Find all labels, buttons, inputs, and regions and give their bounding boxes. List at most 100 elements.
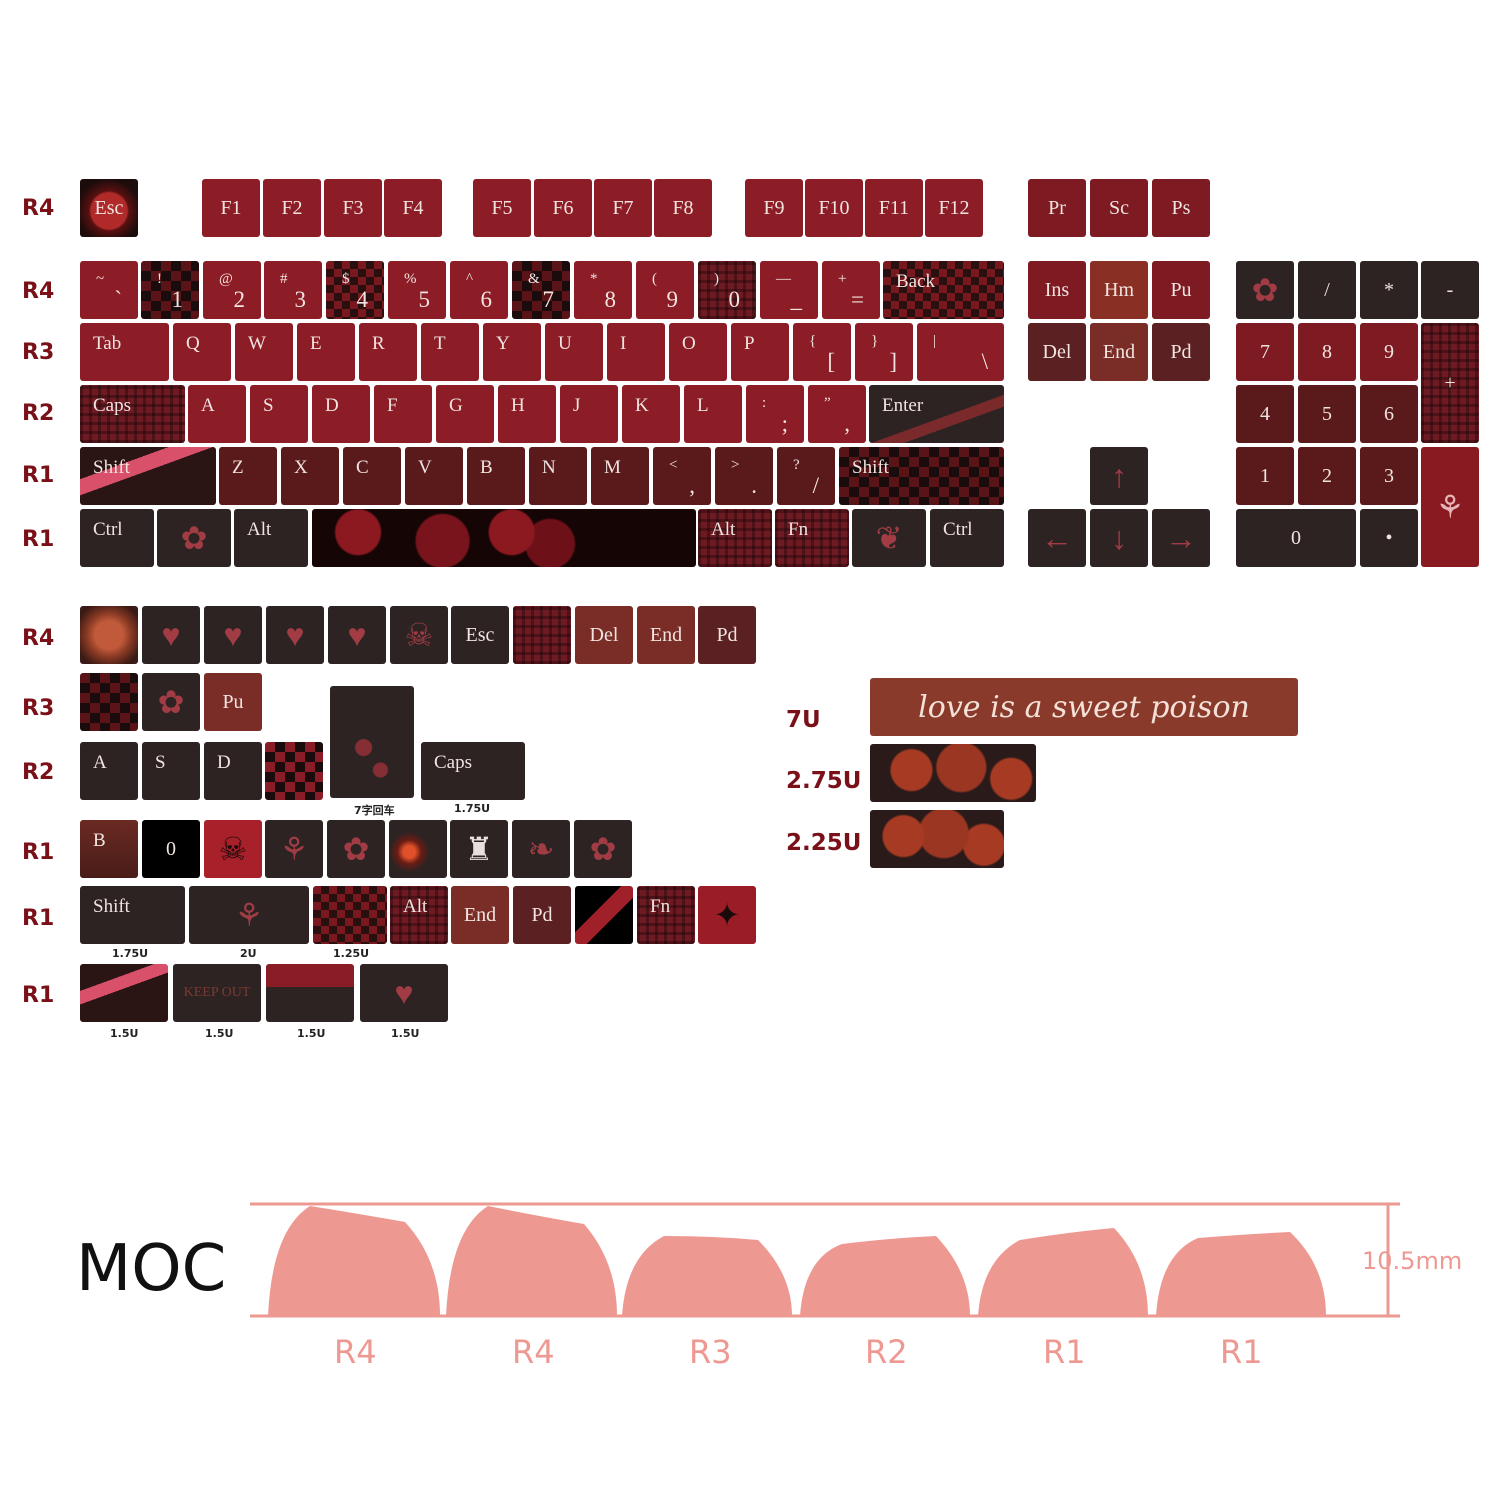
key-extra-b[interactable]: B [80,820,138,878]
key-spacebar-7u[interactable]: love is a sweet poison [870,678,1298,736]
key-extra-rose-3[interactable]: ✿ [574,820,632,878]
key-extra-del[interactable]: Del [575,606,633,664]
key-m[interactable]: M [591,447,649,505]
key-9[interactable]: (9 [636,261,694,319]
key-a[interactable]: A [188,385,246,443]
key-e[interactable]: E [297,323,355,381]
key-num-3[interactable]: 3 [1360,447,1418,505]
key-backspace[interactable]: Back [883,261,1004,319]
key-extra-keepout[interactable]: KEEP OUT [173,964,261,1022]
key-extra-plaid[interactable] [513,606,571,664]
key-num-enter[interactable]: ⚘ [1421,447,1479,567]
key-scroll[interactable]: Sc [1090,179,1148,237]
key-8[interactable]: * 8 [574,261,632,319]
key-print[interactable]: Pr [1028,179,1086,237]
key-num-5[interactable]: 5 [1298,385,1356,443]
key-l[interactable]: L [684,385,742,443]
key-f6[interactable]: F6 [534,179,592,237]
key-f2[interactable]: F2 [263,179,321,237]
key-pageup[interactable]: Pu [1152,261,1210,319]
key-f10[interactable]: F10 [805,179,863,237]
key-lctrl[interactable]: Ctrl [80,509,154,567]
key-extra-end[interactable]: End [637,606,695,664]
key-f3[interactable]: F3 [324,179,382,237]
key-enter[interactable]: Enter [869,385,1004,443]
key-num-minus[interactable]: - [1421,261,1479,319]
key-h[interactable]: H [498,385,556,443]
key-i[interactable]: I [607,323,665,381]
key-right[interactable]: → [1152,509,1210,567]
key-extra-caps[interactable]: Caps [421,742,525,800]
key-2[interactable]: @2 [203,261,261,319]
key-v[interactable]: V [405,447,463,505]
key-extra-skull[interactable]: ☠ [390,606,448,664]
key-extra-tape-black[interactable] [575,886,633,944]
key-ralt[interactable]: Alt [698,509,772,567]
key-numlock[interactable]: ✿ [1236,261,1294,319]
key-home[interactable]: Hm [1090,261,1148,319]
key-extra-rose-sketch[interactable]: ✿ [142,673,200,731]
key-spacebar[interactable] [312,509,696,567]
key-num-0[interactable]: 0 [1236,509,1356,567]
key-extra-rose-orange[interactable] [80,606,138,664]
key-p[interactable]: P [731,323,789,381]
key-num-4[interactable]: 4 [1236,385,1294,443]
key-num-divide[interactable]: / [1298,261,1356,319]
key-num-multiply[interactable]: * [1360,261,1418,319]
key-num-1[interactable]: 1 [1236,447,1294,505]
key-extra-d[interactable]: D [204,742,262,800]
key-extra-match[interactable] [389,820,447,878]
key-spacebar-225u[interactable] [870,810,1004,868]
key-b[interactable]: B [467,447,525,505]
key-j[interactable]: J [560,385,618,443]
key-num-plus[interactable]: + [1421,323,1479,443]
key-extra-drip[interactable] [266,964,354,1022]
key-s[interactable]: S [250,385,308,443]
key-rctrl[interactable]: Ctrl [930,509,1004,567]
key-caps[interactable]: Caps [80,385,185,443]
key-f9[interactable]: F9 [745,179,803,237]
key-6[interactable]: ^ 6 [450,261,508,319]
key-lalt[interactable]: Alt [234,509,308,567]
key-r[interactable]: R [359,323,417,381]
key-extra-iso-enter[interactable] [330,686,414,798]
key-rbracket[interactable]: }] [855,323,913,381]
key-up[interactable]: ↑ [1090,447,1148,505]
key-tilde[interactable]: ~ ` [80,261,138,319]
key-insert[interactable]: Ins [1028,261,1086,319]
key-spacebar-275u[interactable] [870,744,1036,802]
key-extra-sparkle[interactable]: ✦ [698,886,756,944]
key-num-9[interactable]: 9 [1360,323,1418,381]
key-fn[interactable]: Fn [775,509,849,567]
key-extra-fn[interactable]: Fn [637,886,695,944]
key-quote[interactable]: ”, [808,385,866,443]
key-x[interactable]: X [281,447,339,505]
key-u[interactable]: U [545,323,603,381]
key-extra-a[interactable]: A [80,742,138,800]
key-tab[interactable]: Tab [80,323,169,381]
key-extra-esc[interactable]: Esc [451,606,509,664]
key-slash[interactable]: ? / [777,447,835,505]
key-extra-heart-3[interactable]: ♥ [266,606,324,664]
key-y[interactable]: Y [483,323,541,381]
key-g[interactable]: G [436,385,494,443]
key-minus[interactable]: — _ [760,261,818,319]
key-esc[interactable]: Esc [80,179,138,237]
key-f8[interactable]: F8 [654,179,712,237]
key-comma[interactable]: <, [653,447,711,505]
key-num-dot[interactable]: • [1360,509,1418,567]
key-f[interactable]: F [374,385,432,443]
key-d[interactable]: D [312,385,370,443]
key-t[interactable]: T [421,323,479,381]
key-backslash[interactable]: | \ [917,323,1004,381]
key-f7[interactable]: F7 [594,179,652,237]
key-equals[interactable]: + = [822,261,880,319]
key-extra-heart-2[interactable]: ♥ [204,606,262,664]
key-w[interactable]: W [235,323,293,381]
key-7[interactable]: & 7 [512,261,570,319]
key-extra-zero[interactable]: 0 [142,820,200,878]
key-rshift[interactable]: Shift [839,447,1004,505]
key-0[interactable]: ) 0 [698,261,756,319]
key-extra-feather[interactable]: ❧ [512,820,570,878]
key-num-7[interactable]: 7 [1236,323,1294,381]
